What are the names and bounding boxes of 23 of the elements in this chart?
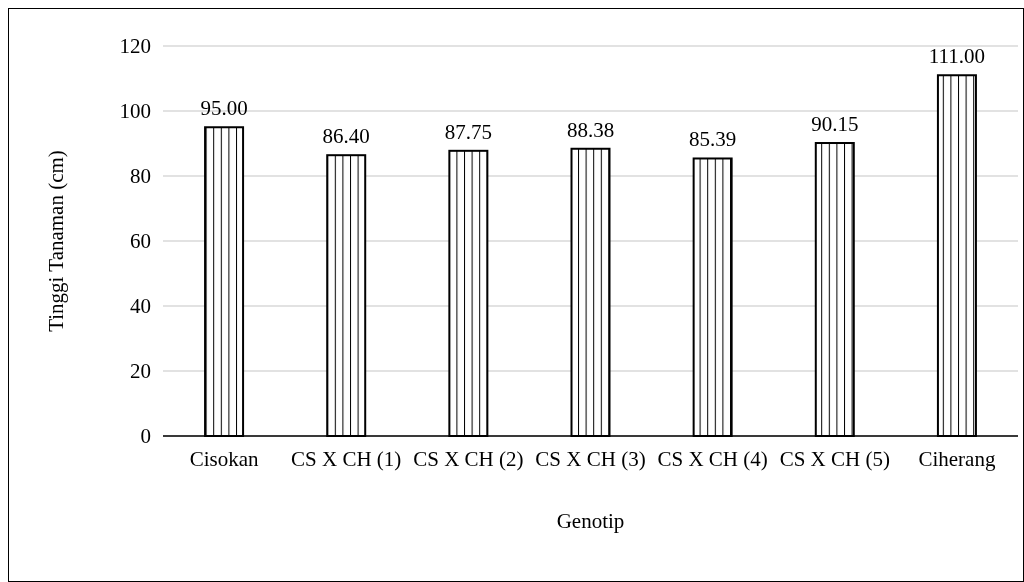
y-tick-label: 0 xyxy=(140,424,151,449)
data-label: 85.39 xyxy=(689,127,737,152)
data-label: 86.40 xyxy=(322,124,370,149)
data-label: 111.00 xyxy=(928,44,986,69)
x-tick-label: CS X CH (1) xyxy=(291,447,402,471)
y-axis-title: Tinggi Tanaman (cm) xyxy=(44,150,68,332)
y-tick-label: 80 xyxy=(130,164,151,189)
data-label: 90.15 xyxy=(811,112,859,137)
data-label: 95.00 xyxy=(200,96,248,121)
y-tick-label: 40 xyxy=(130,294,151,319)
y-tick-label: 20 xyxy=(130,359,151,384)
x-tick-label: Ciherang xyxy=(918,447,996,471)
x-tick-label: CS X CH (4) xyxy=(657,447,768,471)
x-tick-label: CS X CH (3) xyxy=(535,447,646,471)
x-tick-label: CS X CH (5) xyxy=(779,447,890,471)
y-tick-label: 100 xyxy=(119,99,151,124)
x-tick-label: Cisokan xyxy=(189,447,259,471)
data-label: 88.38 xyxy=(566,117,615,142)
x-tick-label: CS X CH (2) xyxy=(413,447,524,471)
y-tick-label: 60 xyxy=(130,229,151,254)
y-tick-label: 120 xyxy=(119,34,151,59)
data-label: 87.75 xyxy=(444,119,492,144)
x-axis-title: Genotip xyxy=(556,509,625,533)
